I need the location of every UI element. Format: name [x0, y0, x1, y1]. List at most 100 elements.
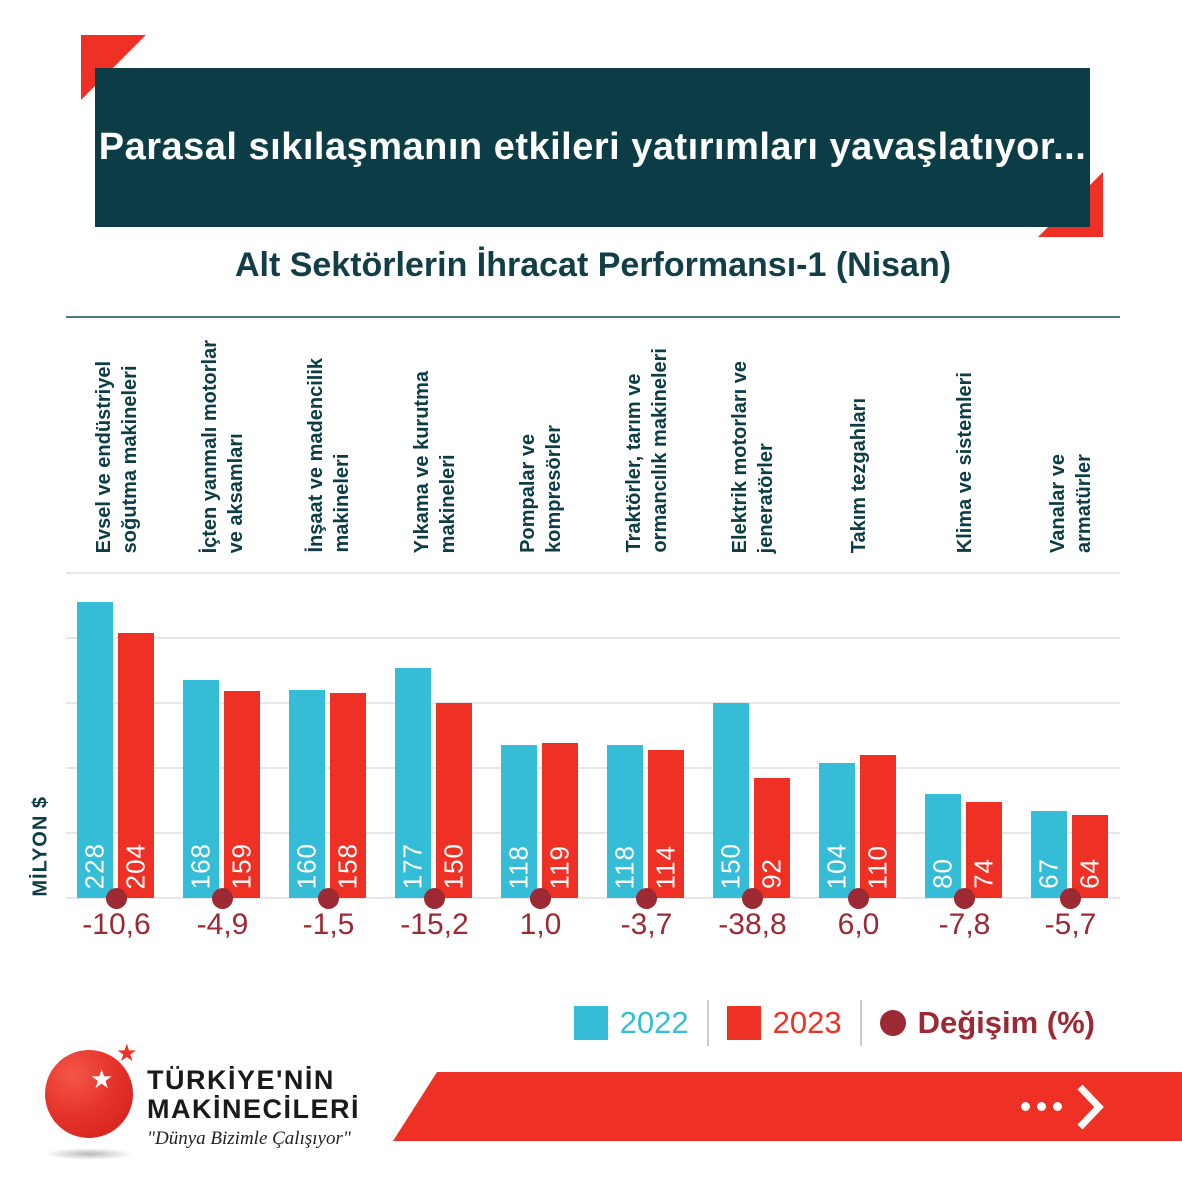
bar-value-label: 92	[756, 858, 787, 889]
bar-value-label: 118	[609, 844, 640, 889]
change-dot-icon	[954, 887, 975, 909]
bar-2022: 228	[77, 602, 113, 898]
change-value-label: -3,7	[620, 908, 673, 941]
gridline	[66, 897, 1120, 899]
bar-value-label: 110	[862, 844, 893, 889]
bar-2022: 118	[501, 745, 537, 898]
brand-name-line2: MAKİNECİLERİ	[147, 1094, 360, 1124]
bar-2022: 104	[819, 763, 855, 898]
bar-value-label: 104	[821, 842, 852, 889]
brand-wordmark: TÜRKİYE'NİN MAKİNECİLERİ "Dünya Bizimle …	[147, 1066, 360, 1150]
bar-2023: 92	[754, 778, 790, 898]
legend-divider	[706, 1000, 709, 1046]
legend-swatch-icon	[726, 1006, 761, 1040]
bar-value-label: 204	[120, 842, 151, 889]
bar-value-label: 158	[332, 842, 363, 889]
brand-logo-circle	[45, 1050, 133, 1138]
arrow-right-icon	[1077, 1084, 1104, 1129]
bar-value-label: 150	[438, 842, 469, 889]
logo-shadow	[45, 1148, 133, 1160]
bar-2023: 64	[1072, 815, 1108, 898]
gridline	[66, 832, 1120, 834]
bar-2022: 150	[713, 703, 749, 898]
change-dot-icon	[212, 887, 233, 909]
category-label: Takım tezgahları	[847, 397, 870, 553]
gridline	[66, 572, 1120, 574]
change-dot-icon	[742, 887, 763, 909]
category-axis-rule	[66, 316, 1120, 318]
legend-label: 2023	[772, 1005, 842, 1040]
gridline	[66, 702, 1120, 704]
bar-2023: 150	[436, 703, 472, 898]
gridline	[66, 767, 1120, 769]
change-value-label: -38,8	[718, 908, 787, 941]
legend-swatch-icon	[573, 1006, 608, 1040]
bar-2023: 119	[542, 743, 578, 898]
header-banner: Parasal sıkılaşmanın etkileri yatırımlar…	[95, 68, 1090, 227]
gridline	[66, 637, 1120, 639]
bar-2023: 110	[860, 755, 896, 898]
change-value-label: 6,0	[837, 908, 880, 941]
header-title: Parasal sıkılaşmanın etkileri yatırımlar…	[98, 126, 1087, 168]
red-star-icon: ★	[116, 1040, 138, 1067]
bar-2023: 158	[330, 693, 366, 898]
category-label: Vanalar ve armatürler	[1046, 454, 1095, 553]
bar-value-label: 168	[185, 842, 216, 889]
ellipsis-dots-icon	[1021, 1102, 1062, 1111]
category-label: İnşaat ve madencilik makineleri	[304, 358, 353, 553]
change-value-label: -5,7	[1044, 908, 1097, 941]
legend-dot-icon	[879, 1010, 906, 1036]
brand-tagline: "Dünya Bizimle Çalışıyor"	[147, 1128, 351, 1149]
bar-2022: 118	[607, 745, 643, 898]
bar-2022: 80	[925, 794, 961, 898]
change-labels-row: -10,6 -4,9 -1,5 -15,2 1,0 -3,7 -38,8 6,0 -7,8 -5,…	[66, 908, 1120, 948]
bar-value-label: 228	[79, 842, 110, 889]
white-star-icon: ★	[90, 1064, 114, 1094]
brand-name-line1: TÜRKİYE'NİN	[147, 1065, 335, 1095]
plot-area: 228 204 168 159 160 158 177 150 118 119 118 114 150 9…	[66, 572, 1120, 909]
bar-value-label: 80	[927, 858, 958, 889]
legend-label: Değişim (%)	[917, 1005, 1095, 1040]
bar-value-label: 119	[544, 844, 575, 889]
legend-item-2023: 2023	[726, 1005, 842, 1041]
bar-value-label: 160	[291, 842, 322, 889]
change-value-label: 1,0	[519, 908, 562, 941]
change-dot-icon	[318, 887, 339, 909]
legend-item-2022: 2022	[573, 1005, 689, 1041]
cta-banner	[393, 1072, 1182, 1141]
legend: 2022 2023 Değişim (%)	[573, 1000, 1095, 1046]
bar-value-label: 159	[226, 842, 257, 889]
legend-label: 2022	[619, 1005, 689, 1040]
bar-value-label: 118	[503, 844, 534, 889]
bar-2022: 168	[183, 680, 219, 898]
y-axis-label: MİLYON $	[29, 796, 52, 897]
bar-2022: 177	[395, 668, 431, 898]
change-value-label: -7,8	[938, 908, 991, 941]
category-label: Evsel ve endüstriyel soğutma makineleri	[92, 360, 141, 553]
bar-2023: 114	[648, 750, 684, 898]
bar-2023: 204	[118, 633, 154, 898]
bar-2022: 160	[289, 690, 325, 898]
change-dot-icon	[424, 887, 445, 909]
category-label: Pompalar ve kompresörler	[516, 425, 565, 553]
category-label: Klima ve sistemleri	[953, 371, 976, 553]
legend-item-deiim: Değişim (%)	[879, 1005, 1095, 1041]
change-dot-icon	[636, 887, 657, 909]
bar-2023: 74	[966, 802, 1002, 898]
bar-2022: 67	[1031, 811, 1067, 898]
change-value-label: -4,9	[196, 908, 249, 941]
category-label: Traktörler, tarım ve ormancılık makineler…	[622, 348, 671, 553]
category-label: Yıkama ve kurutma makineleri	[410, 370, 459, 553]
bar-value-label: 114	[650, 844, 681, 889]
change-dot-icon	[848, 887, 869, 909]
bar-value-label: 74	[968, 858, 999, 889]
change-value-label: -10,6	[82, 908, 151, 941]
category-label: Elektrik motorları ve jeneratörler	[728, 360, 777, 553]
change-value-label: -15,2	[400, 908, 469, 941]
bar-value-label: 67	[1033, 858, 1064, 889]
bar-value-label: 150	[715, 842, 746, 889]
bar-value-label: 64	[1074, 858, 1105, 889]
change-dot-icon	[1060, 887, 1081, 909]
category-label: İçten yanmalı motorlar ve aksamları	[198, 339, 247, 553]
